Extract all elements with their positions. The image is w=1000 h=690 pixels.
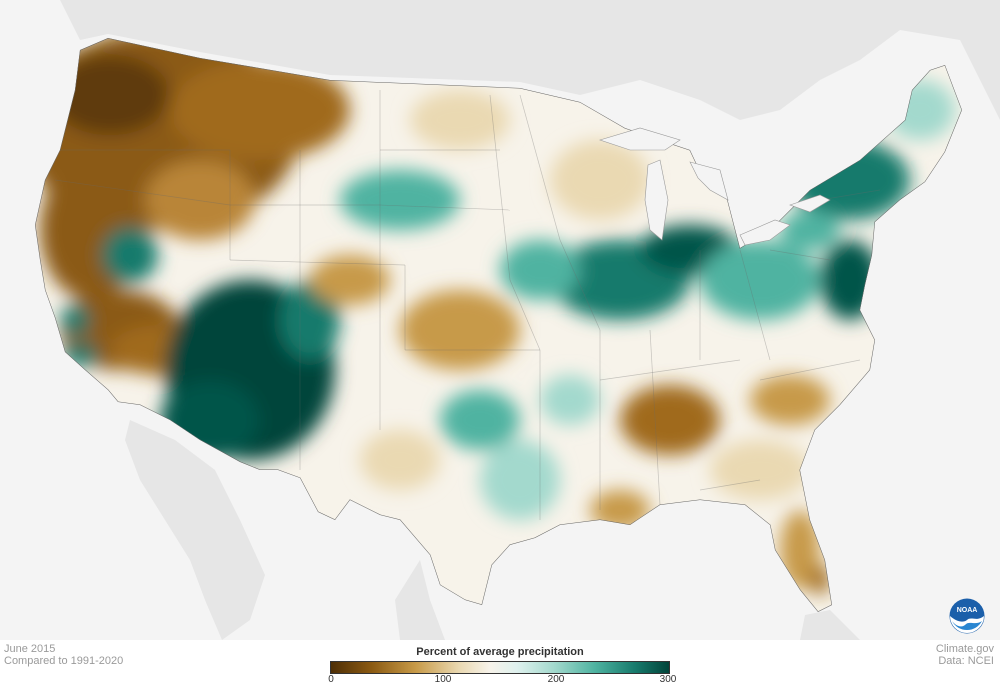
legend-color-bar [330, 661, 670, 674]
map-canvas [0, 0, 1000, 640]
date-label: June 2015 [4, 643, 56, 655]
footer: June 2015 Compared to 1991-2020 Percent … [0, 640, 1000, 690]
great-lakes [599, 127, 831, 246]
legend-tick: 200 [547, 674, 565, 685]
legend-tick: 100 [434, 674, 452, 685]
state-borders [54, 90, 881, 520]
precipitation-map: NOAA [0, 0, 1000, 640]
legend-title: Percent of average precipitation [416, 646, 584, 658]
precipitation-field [35, 38, 962, 612]
logo-text: NOAA [957, 607, 978, 614]
legend-tick: 300 [659, 674, 677, 685]
credit-label: Climate.gov [935, 643, 994, 655]
legend-tick: 0 [328, 674, 334, 685]
source-label: Data: NCEI [938, 655, 994, 667]
baseline-label: Compared to 1991-2020 [4, 655, 124, 667]
noaa-logo-icon: NOAA [949, 598, 985, 634]
background-land [0, 0, 1000, 640]
